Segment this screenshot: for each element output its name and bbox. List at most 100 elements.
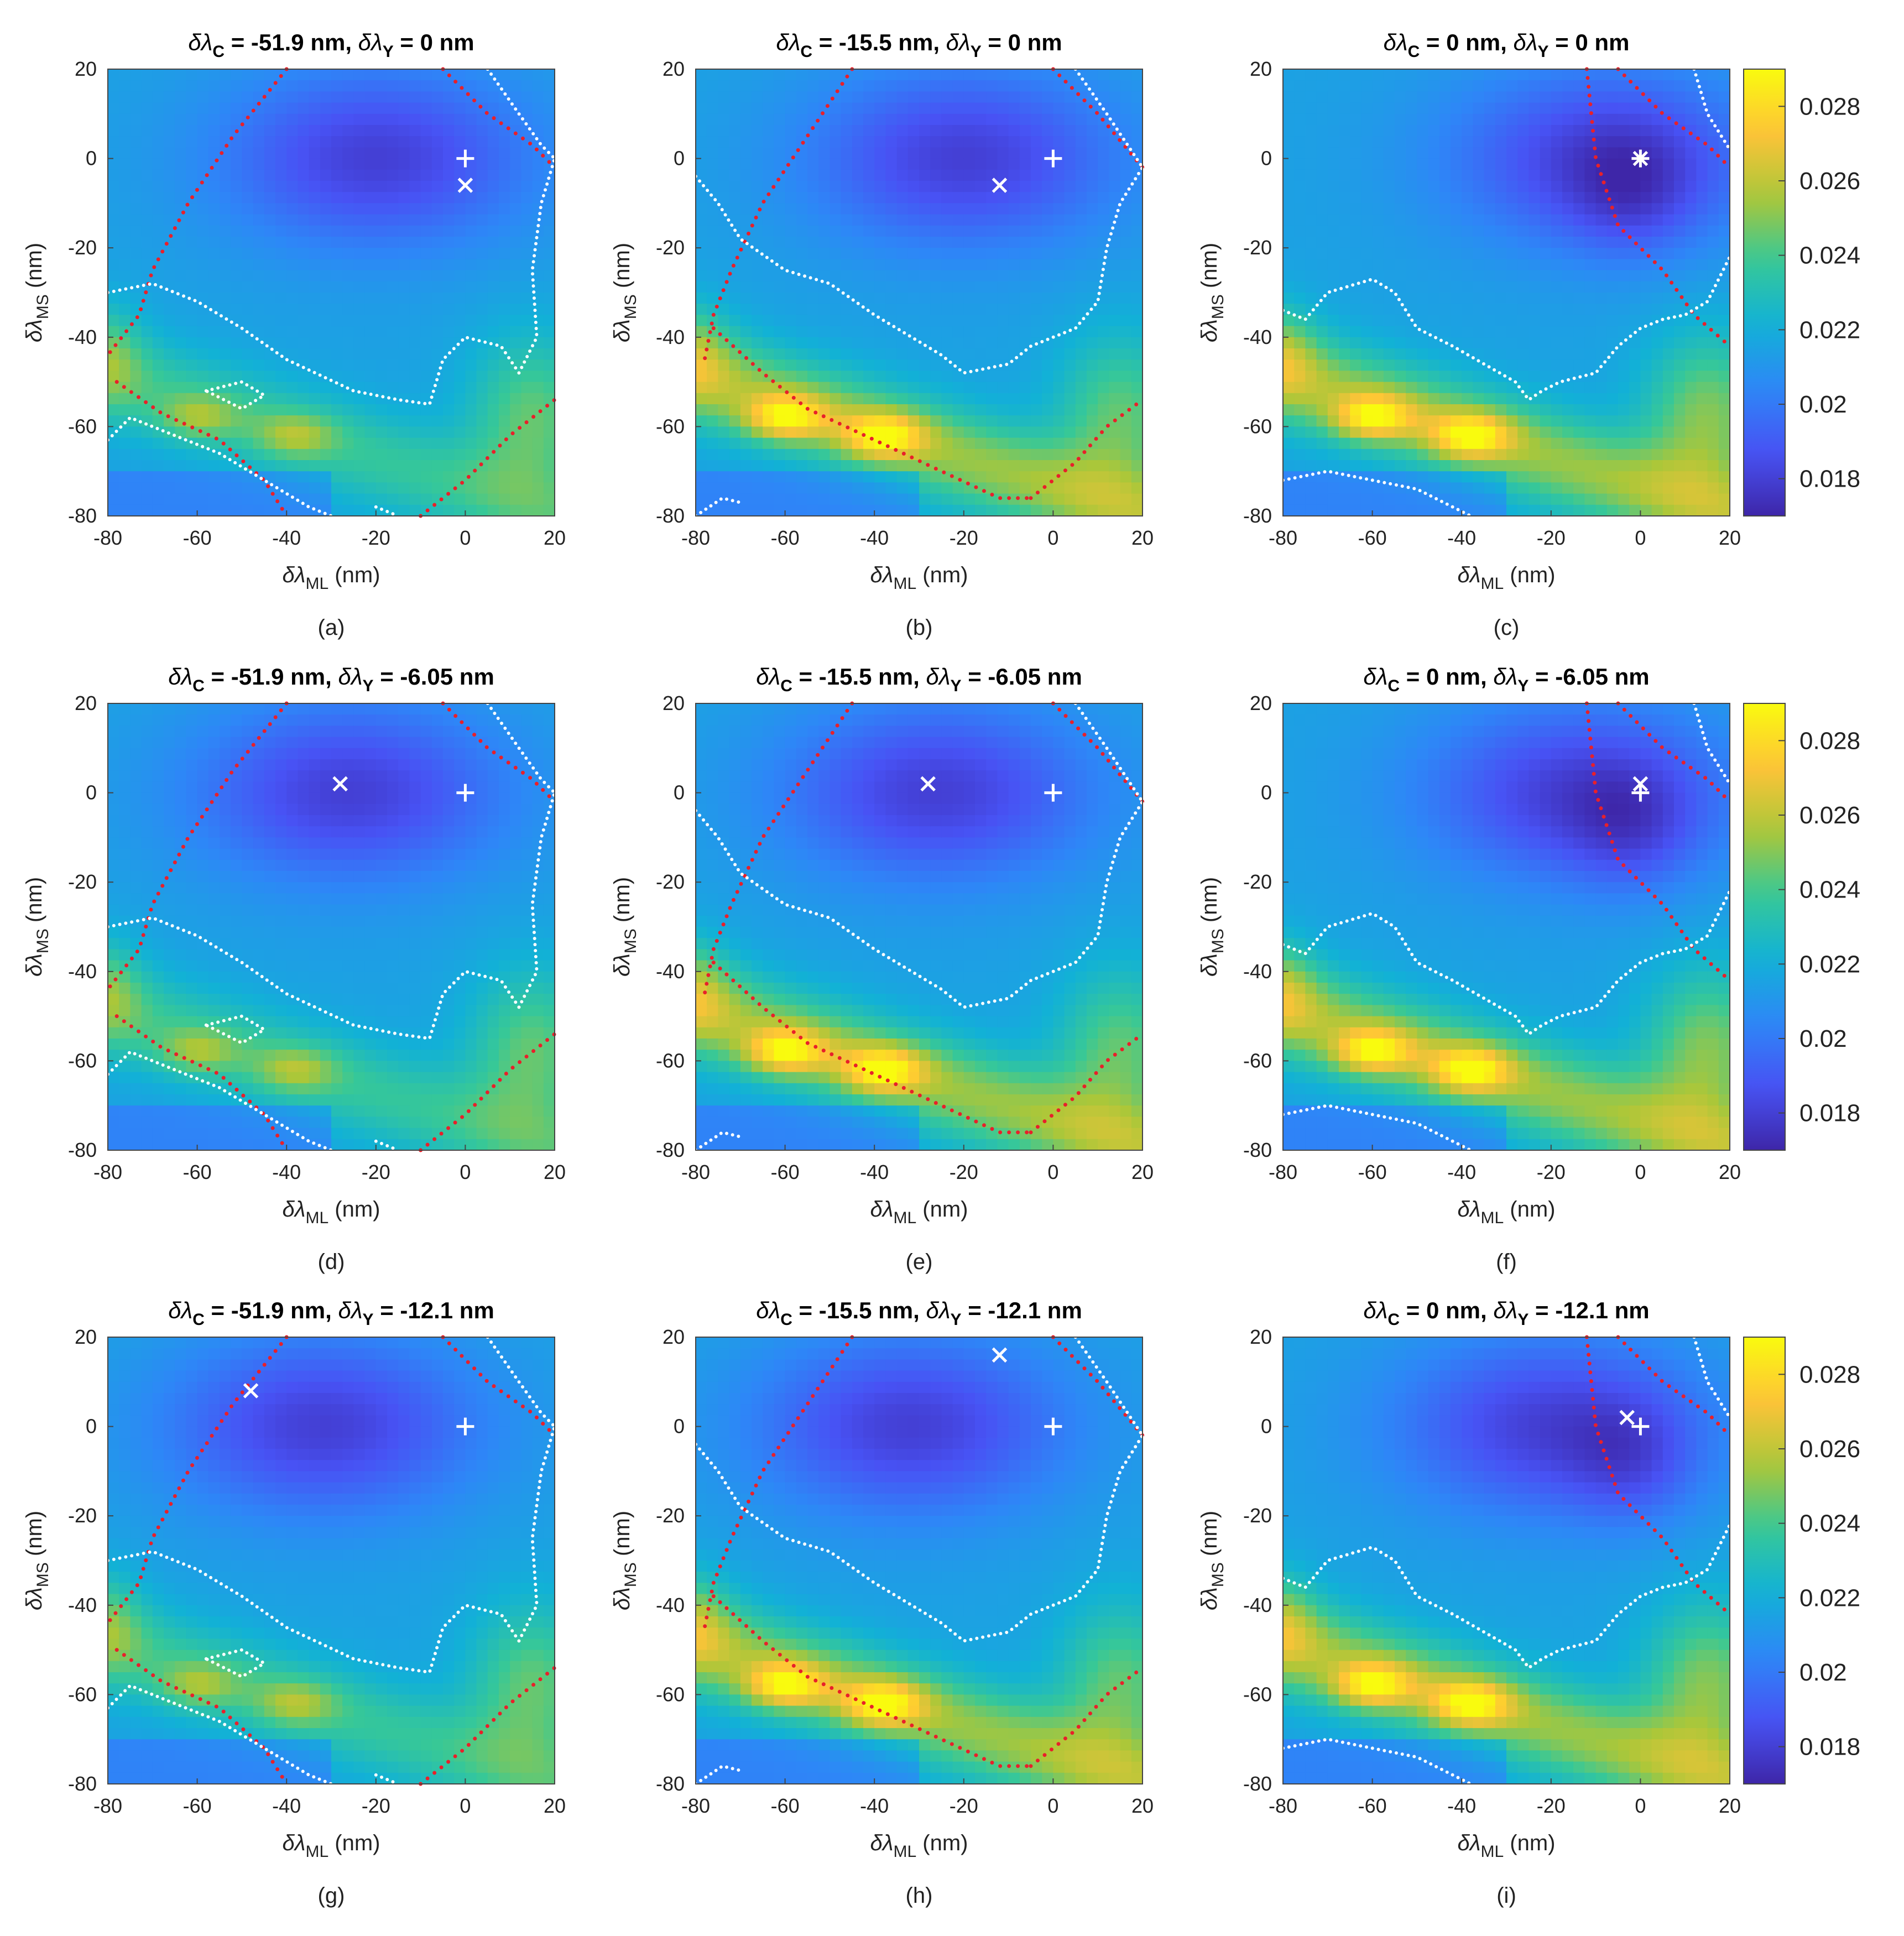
heatmap-cell [963, 181, 976, 192]
heatmap-cell [1395, 315, 1406, 327]
heatmap-cell [1640, 370, 1652, 383]
heatmap-cell [186, 169, 198, 181]
heatmap-cell [186, 237, 198, 248]
heatmap-cell [997, 158, 1009, 170]
heatmap-cell [1350, 393, 1362, 405]
heatmap-cell [1019, 125, 1031, 137]
heatmap-cell [896, 225, 909, 237]
heatmap-cell [885, 69, 898, 81]
heatmap-cell [1606, 293, 1619, 304]
heatmap-cell [807, 404, 819, 416]
heatmap-cell [986, 293, 998, 304]
heatmap-cell [1327, 225, 1339, 237]
heatmap-cell [919, 337, 931, 349]
heatmap-cell [1064, 415, 1076, 427]
heatmap-cell [1350, 169, 1362, 181]
heatmap-cell [1019, 437, 1031, 450]
heatmap-cell [1484, 370, 1496, 383]
heatmap-cell [443, 181, 455, 192]
heatmap-cell [499, 382, 510, 394]
heatmap-cell [729, 471, 741, 483]
heatmap-cell [353, 80, 366, 92]
heatmap-cell [1606, 69, 1619, 81]
heatmap-cell [1131, 504, 1143, 516]
heatmap-cell [119, 904, 131, 916]
heatmap-cell [242, 181, 254, 192]
heatmap-cell [1305, 281, 1317, 293]
heatmap-cell [1606, 437, 1619, 450]
heatmap-cell [1053, 113, 1065, 126]
heatmap-cell [975, 293, 987, 304]
heatmap-cell [796, 415, 808, 427]
heatmap-cell [443, 80, 455, 92]
heatmap-cell [353, 448, 366, 461]
heatmap-cell [242, 415, 254, 427]
heatmap-cell [1584, 471, 1597, 483]
heatmap-cell [1696, 337, 1708, 349]
heatmap-cell [1406, 181, 1417, 192]
heatmap-cell [774, 281, 786, 293]
heatmap-cell [907, 102, 920, 114]
heatmap-cell [298, 460, 310, 472]
heatmap-cell [930, 315, 942, 327]
heatmap-cell [941, 214, 953, 226]
heatmap-cell [907, 169, 920, 181]
heatmap-cell [186, 113, 198, 126]
heatmap-cell [1484, 248, 1496, 259]
heatmap-cell [220, 237, 231, 248]
heatmap-cell [1551, 80, 1563, 92]
heatmap-cell [130, 91, 142, 103]
heatmap-cell [152, 237, 164, 248]
heatmap-cell [1417, 326, 1429, 338]
heatmap-cell [774, 237, 786, 248]
heatmap-cell [1629, 460, 1641, 472]
heatmap-cell [818, 315, 830, 327]
heatmap-cell [830, 504, 842, 516]
heatmap-cell [1562, 460, 1574, 472]
heatmap-cell [1350, 158, 1362, 170]
heatmap-cell [1305, 370, 1317, 383]
heatmap-cell [186, 80, 198, 92]
heatmap-cell [543, 315, 555, 327]
heatmap-cell [1294, 460, 1306, 472]
heatmap-cell [1651, 80, 1663, 92]
heatmap-cell [718, 482, 730, 494]
heatmap-cell [119, 1139, 131, 1151]
heatmap-cell [1075, 493, 1087, 505]
heatmap-cell [1529, 113, 1541, 126]
heatmap-cell [1685, 426, 1697, 439]
heatmap-cell [465, 315, 477, 327]
heatmap-cell [398, 80, 410, 92]
heatmap-cell [841, 415, 853, 427]
heatmap-cell [975, 493, 987, 505]
heatmap-cell [1629, 214, 1641, 226]
heatmap-cell [874, 91, 886, 103]
heatmap-cell [465, 270, 477, 282]
heatmap-cell [1064, 113, 1076, 126]
heatmap-cell [1640, 136, 1652, 148]
heatmap-cell [796, 460, 808, 472]
heatmap-cell [253, 415, 265, 427]
heatmap-cell [1707, 437, 1719, 450]
heatmap-cell [896, 158, 909, 170]
heatmap-cell [863, 293, 875, 304]
heatmap-cell [941, 482, 953, 494]
heatmap-cell [275, 326, 287, 338]
heatmap-cell [499, 248, 510, 259]
heatmap-cell [487, 304, 499, 315]
heatmap-cell [253, 504, 265, 516]
heatmap-cell [331, 237, 343, 248]
heatmap-cell [1372, 169, 1384, 181]
heatmap-cell [1495, 80, 1507, 92]
heatmap-cell [1651, 147, 1663, 159]
heatmap-cell [242, 259, 254, 271]
heatmap-cell [331, 359, 343, 371]
heatmap-cell [1685, 415, 1697, 427]
heatmap-cell [1484, 493, 1496, 505]
heatmap-cell [1707, 80, 1719, 92]
heatmap-cell [1674, 315, 1686, 327]
heatmap-cell [796, 504, 808, 516]
heatmap-cell [818, 393, 830, 405]
heatmap-cell [941, 460, 953, 472]
heatmap-cell [387, 270, 399, 282]
